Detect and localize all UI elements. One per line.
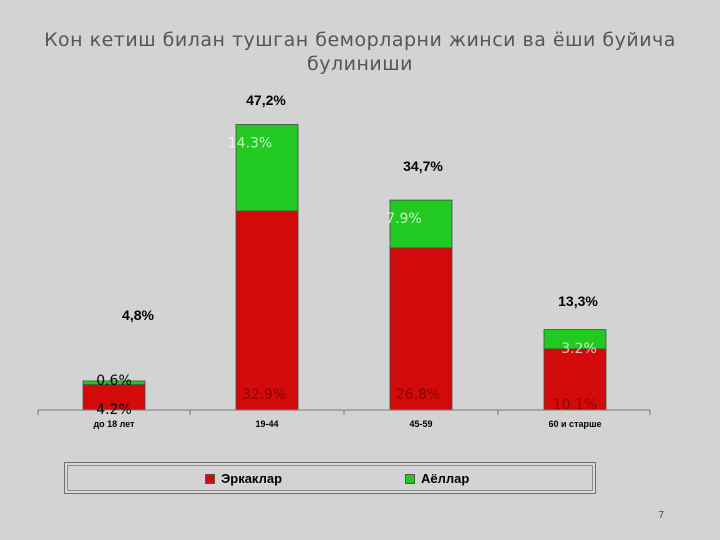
legend: Эркаклар Аёллар	[64, 462, 596, 494]
page-number: 7	[658, 510, 664, 521]
total-label: 13,3%	[558, 293, 598, 309]
x-tick-label: 19-44	[255, 419, 278, 429]
legend-item-men: Эркаклар	[205, 471, 282, 486]
data-label-women: 0.6%	[96, 373, 132, 389]
x-tick-label: 60 и старше	[549, 419, 602, 429]
data-label-men: 32.9%	[242, 387, 286, 403]
legend-swatch-women	[405, 473, 415, 484]
data-label-men: 26.8%	[396, 387, 440, 403]
data-label-men: 4.2%	[96, 402, 132, 418]
data-label-women: 14.3%	[228, 135, 272, 151]
bar-women	[389, 199, 453, 249]
chart-title: Кон кетиш билан тушган беморларни жинси …	[44, 29, 676, 75]
bar-men	[82, 384, 146, 411]
bar-women	[543, 329, 607, 350]
x-tick-label: до 18 лет	[93, 419, 135, 429]
total-label: 4,8%	[122, 307, 154, 323]
legend-label-men: Эркаклар	[221, 471, 283, 486]
data-label-women: 7.9%	[386, 211, 422, 227]
total-label: 34,7%	[403, 158, 443, 174]
legend-item-women: Аёллар	[405, 471, 469, 486]
bar-women	[235, 124, 299, 212]
data-label-men: 10.1%	[553, 397, 597, 413]
legend-label-women: Аёллар	[421, 471, 470, 486]
bar-women	[82, 380, 146, 385]
legend-swatch-men	[205, 473, 215, 484]
bar-men	[235, 210, 299, 411]
data-label-women: 3.2%	[561, 341, 597, 357]
bar-men	[389, 247, 453, 411]
x-tick-label: 45-59	[409, 419, 432, 429]
total-label: 47,2%	[246, 92, 286, 108]
